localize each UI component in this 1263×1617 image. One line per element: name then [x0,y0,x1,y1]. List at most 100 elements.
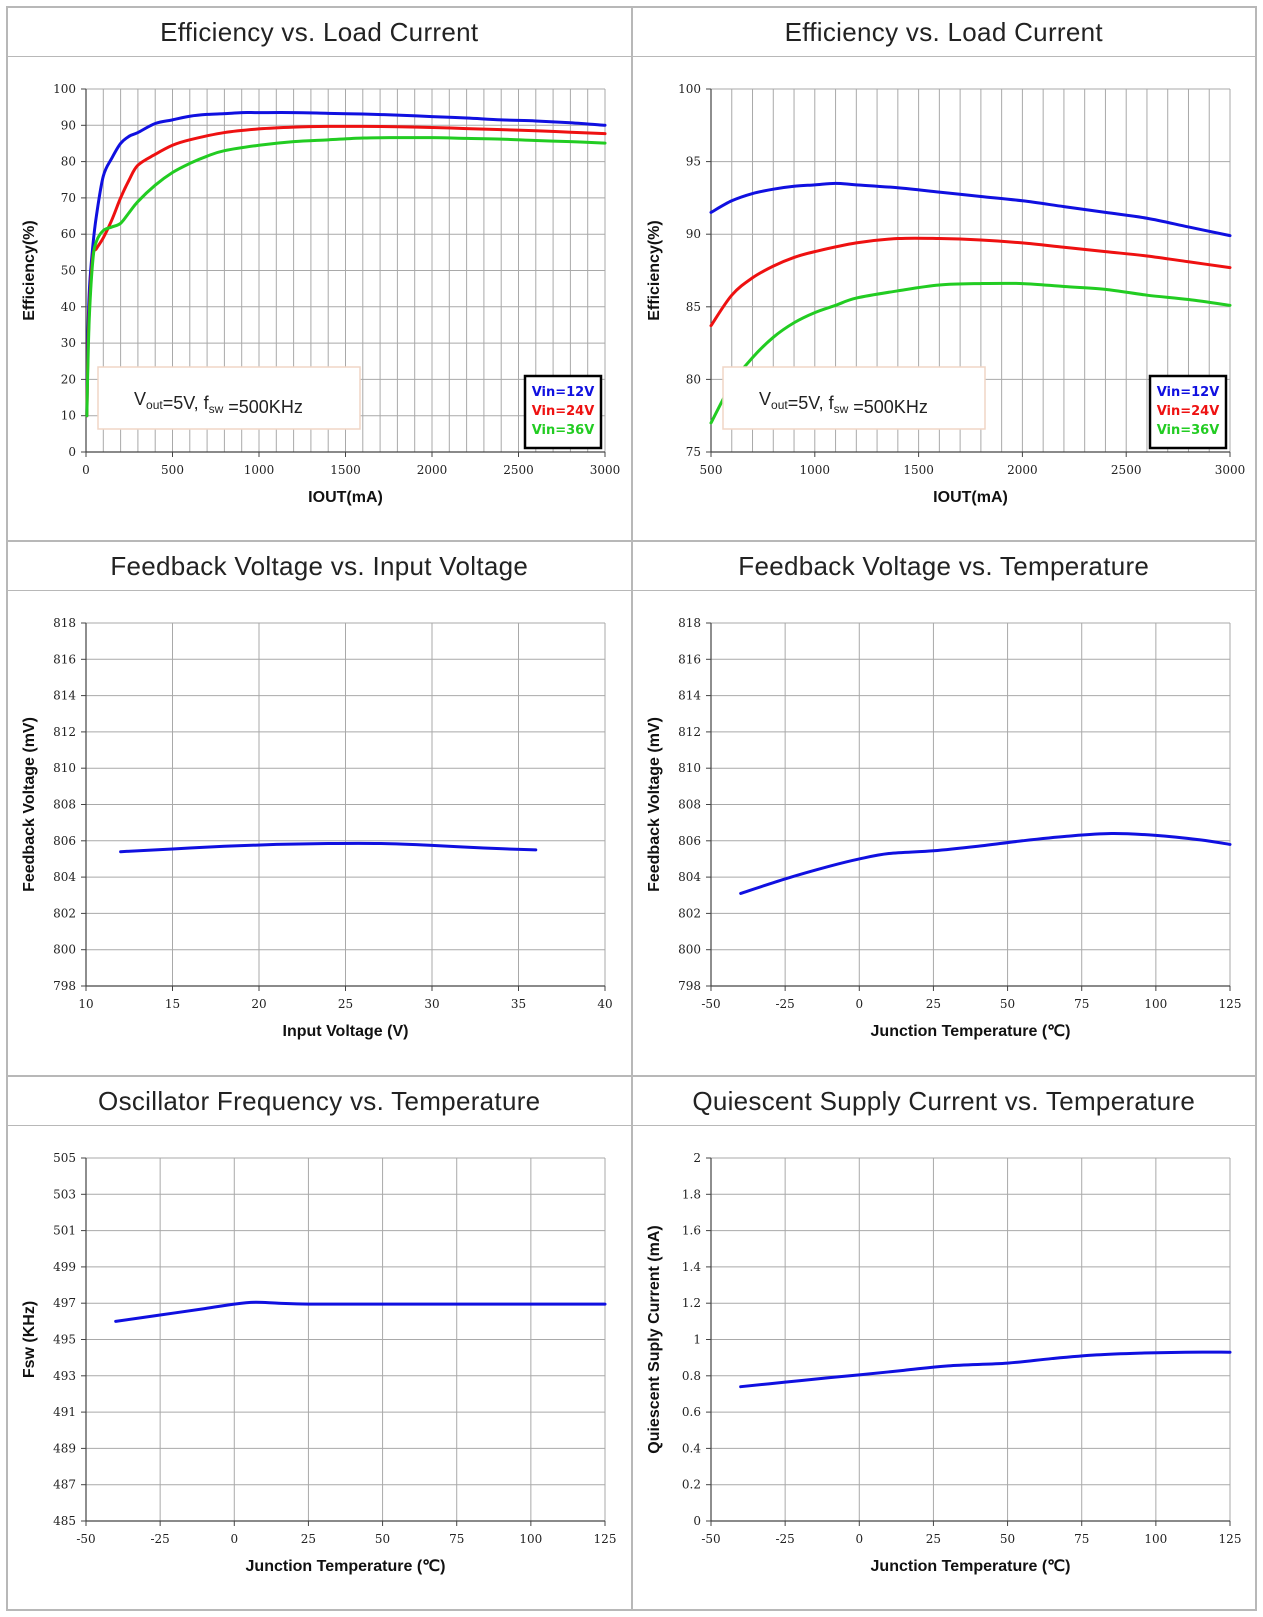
x-tick-labels: 500 1000 1500 2000 2500 3000 [699,452,1245,477]
x-tick-labels: -50 -25 0 25 50 75 100 125 [701,1520,1241,1546]
x-axis-label: Input Voltage (V) [283,1023,409,1040]
series-line-vin-24v [85,124,607,418]
series-line-vin-24v [709,236,1231,328]
gridlines [710,1157,1230,1522]
x-tick-label: 125 [594,1532,617,1546]
chart-panel-feedback-vs-input: Feedback Voltage vs. Input Voltage 798 80… [7,541,632,1076]
y-tick-label: 80 [685,372,700,386]
x-tick-label: 1500 [903,463,934,477]
x-tick-label: 15 [165,997,180,1011]
legend-entry: Vin=24V [1156,404,1219,419]
x-tick-label: 25 [301,1532,316,1546]
y-tick-labels: 798 800 802 804 806 808 810 812 814 816 818 [53,616,86,993]
y-axis-label: Fsw (KHz) [21,1300,38,1377]
legend-entry: Vin=36V [1156,423,1219,438]
y-tick-label: 495 [53,1332,76,1346]
condition-annotation: Vout=5V, fsw =500KHz [721,366,986,430]
y-tick-label: 802 [678,907,701,921]
y-tick-label: 808 [678,798,701,812]
y-axis-label: Feedback Voltage (mV) [646,717,663,892]
y-tick-label: 80 [61,155,76,169]
y-tick-label: 0.6 [681,1405,700,1419]
y-axis-label: Feedback Voltage (mV) [21,717,38,892]
y-tick-labels: 485 487 489 491 493 495 497 499 501 503 505 [53,1151,86,1528]
x-tick-label: 25 [925,1532,940,1546]
x-axis-label: Junction Temperature (℃) [246,1558,446,1575]
chart-title: Feedback Voltage vs. Input Voltage [8,542,631,592]
y-tick-label: 1 [693,1332,701,1346]
y-tick-label: 489 [53,1441,76,1455]
x-axis-label: Junction Temperature (℃) [870,1558,1070,1575]
legend-box [523,374,603,450]
x-tick-label: -25 [150,1532,169,1546]
plot-area: 0 0.2 0.4 0.6 0.8 1 1.2 1.4 1.6 1.8 2 -50 -25 0 25 50 75… [633,1126,1256,1609]
legend-box [1148,374,1227,450]
x-tick-label: 20 [251,997,266,1011]
y-tick-label: 2 [693,1151,701,1165]
efficiency-zoom-chart: 75 80 85 90 95 100 500 1000 1500 2000 2500 3000 IOUT… [646,82,1245,506]
y-tick-label: 1.4 [681,1260,700,1274]
series-line-vin-12v [709,181,1231,238]
y-tick-label: 505 [53,1151,76,1165]
y-tick-label: 0.4 [681,1441,700,1455]
x-axis-label: IOUT(mA) [933,489,1008,506]
feedback-vs-input-chart: 798 800 802 804 806 808 810 812 814 816 818 10 15 20 2… [21,616,613,1040]
y-tick-labels: 75 80 85 90 95 100 [678,82,711,459]
chart-panel-feedback-vs-temp: Feedback Voltage vs. Temperature 798 800 8… [631,541,1256,1076]
series-line-series-0 [114,1300,607,1323]
y-tick-labels: 0 10 20 30 40 50 60 70 80 90 100 [53,82,86,459]
y-axis-label: Quiescent Suply Current (mA) [646,1225,663,1453]
x-tick-label: 0 [855,1532,863,1546]
y-tick-label: 810 [53,762,76,776]
x-tick-label: 1000 [244,463,275,477]
y-tick-label: 503 [53,1187,76,1201]
y-tick-label: 810 [678,762,701,776]
chart-title: Feedback Voltage vs. Temperature [632,542,1255,592]
legend-entry: Vin=12V [532,385,595,400]
y-tick-label: 75 [685,445,700,459]
series-line-vin-12v [85,111,607,418]
x-tick-label: 500 [699,463,722,477]
y-tick-label: 95 [685,155,700,169]
y-tick-label: 30 [61,336,76,350]
annotation-text: Vout=5V, fsw =500KHz [134,389,303,417]
y-tick-label: 798 [678,979,701,993]
x-tick-label: 40 [597,997,612,1011]
chart-panel-quiescent-vs-temp: Quiescent Supply Current vs. Temperature… [631,1075,1256,1610]
series-lines [738,1350,1231,1388]
y-tick-label: 10 [61,409,76,423]
legend: Vin=12V Vin=24V Vin=36V [1148,374,1227,450]
y-tick-label: 70 [61,191,76,205]
x-tick-label: 2000 [1007,463,1038,477]
y-tick-label: 0 [693,1514,701,1528]
series-line-series-0 [119,842,538,854]
y-tick-label: 85 [685,300,700,314]
y-tick-label: 800 [678,943,701,957]
series-lines [114,1300,607,1323]
x-tick-label: 2500 [503,463,534,477]
y-tick-label: 798 [53,979,76,993]
x-tick-label: 25 [338,997,353,1011]
x-tick-label: 3000 [590,463,621,477]
x-tick-label: -50 [701,997,720,1011]
legend-entry: Vin=36V [532,423,595,438]
series-line-vin-36v [709,281,1231,425]
x-tick-label: 1500 [330,463,361,477]
y-tick-label: 20 [61,372,76,386]
y-tick-label: 100 [53,82,76,96]
y-tick-label: 818 [53,616,76,630]
y-tick-label: 814 [53,689,76,703]
y-tick-label: 485 [53,1514,76,1528]
y-tick-label: 816 [678,653,701,667]
x-tick-label: -25 [775,1532,794,1546]
series-line-vin-36v [85,136,607,418]
x-tick-label: 100 [1144,1532,1167,1546]
chart-panel-efficiency-full: Efficiency vs. Load Current 0 10 20 30 40 50 6… [7,7,632,542]
feedback-vs-temp-chart: 798 800 802 804 806 808 810 812 814 816 818 -50 -25 0… [646,616,1241,1040]
y-tick-label: 1.2 [681,1296,700,1310]
y-tick-label: 812 [678,725,701,739]
x-tick-label: 75 [449,1532,464,1546]
y-tick-label: 0 [68,445,76,459]
x-tick-label: -50 [701,1532,720,1546]
y-tick-label: 804 [678,870,701,884]
